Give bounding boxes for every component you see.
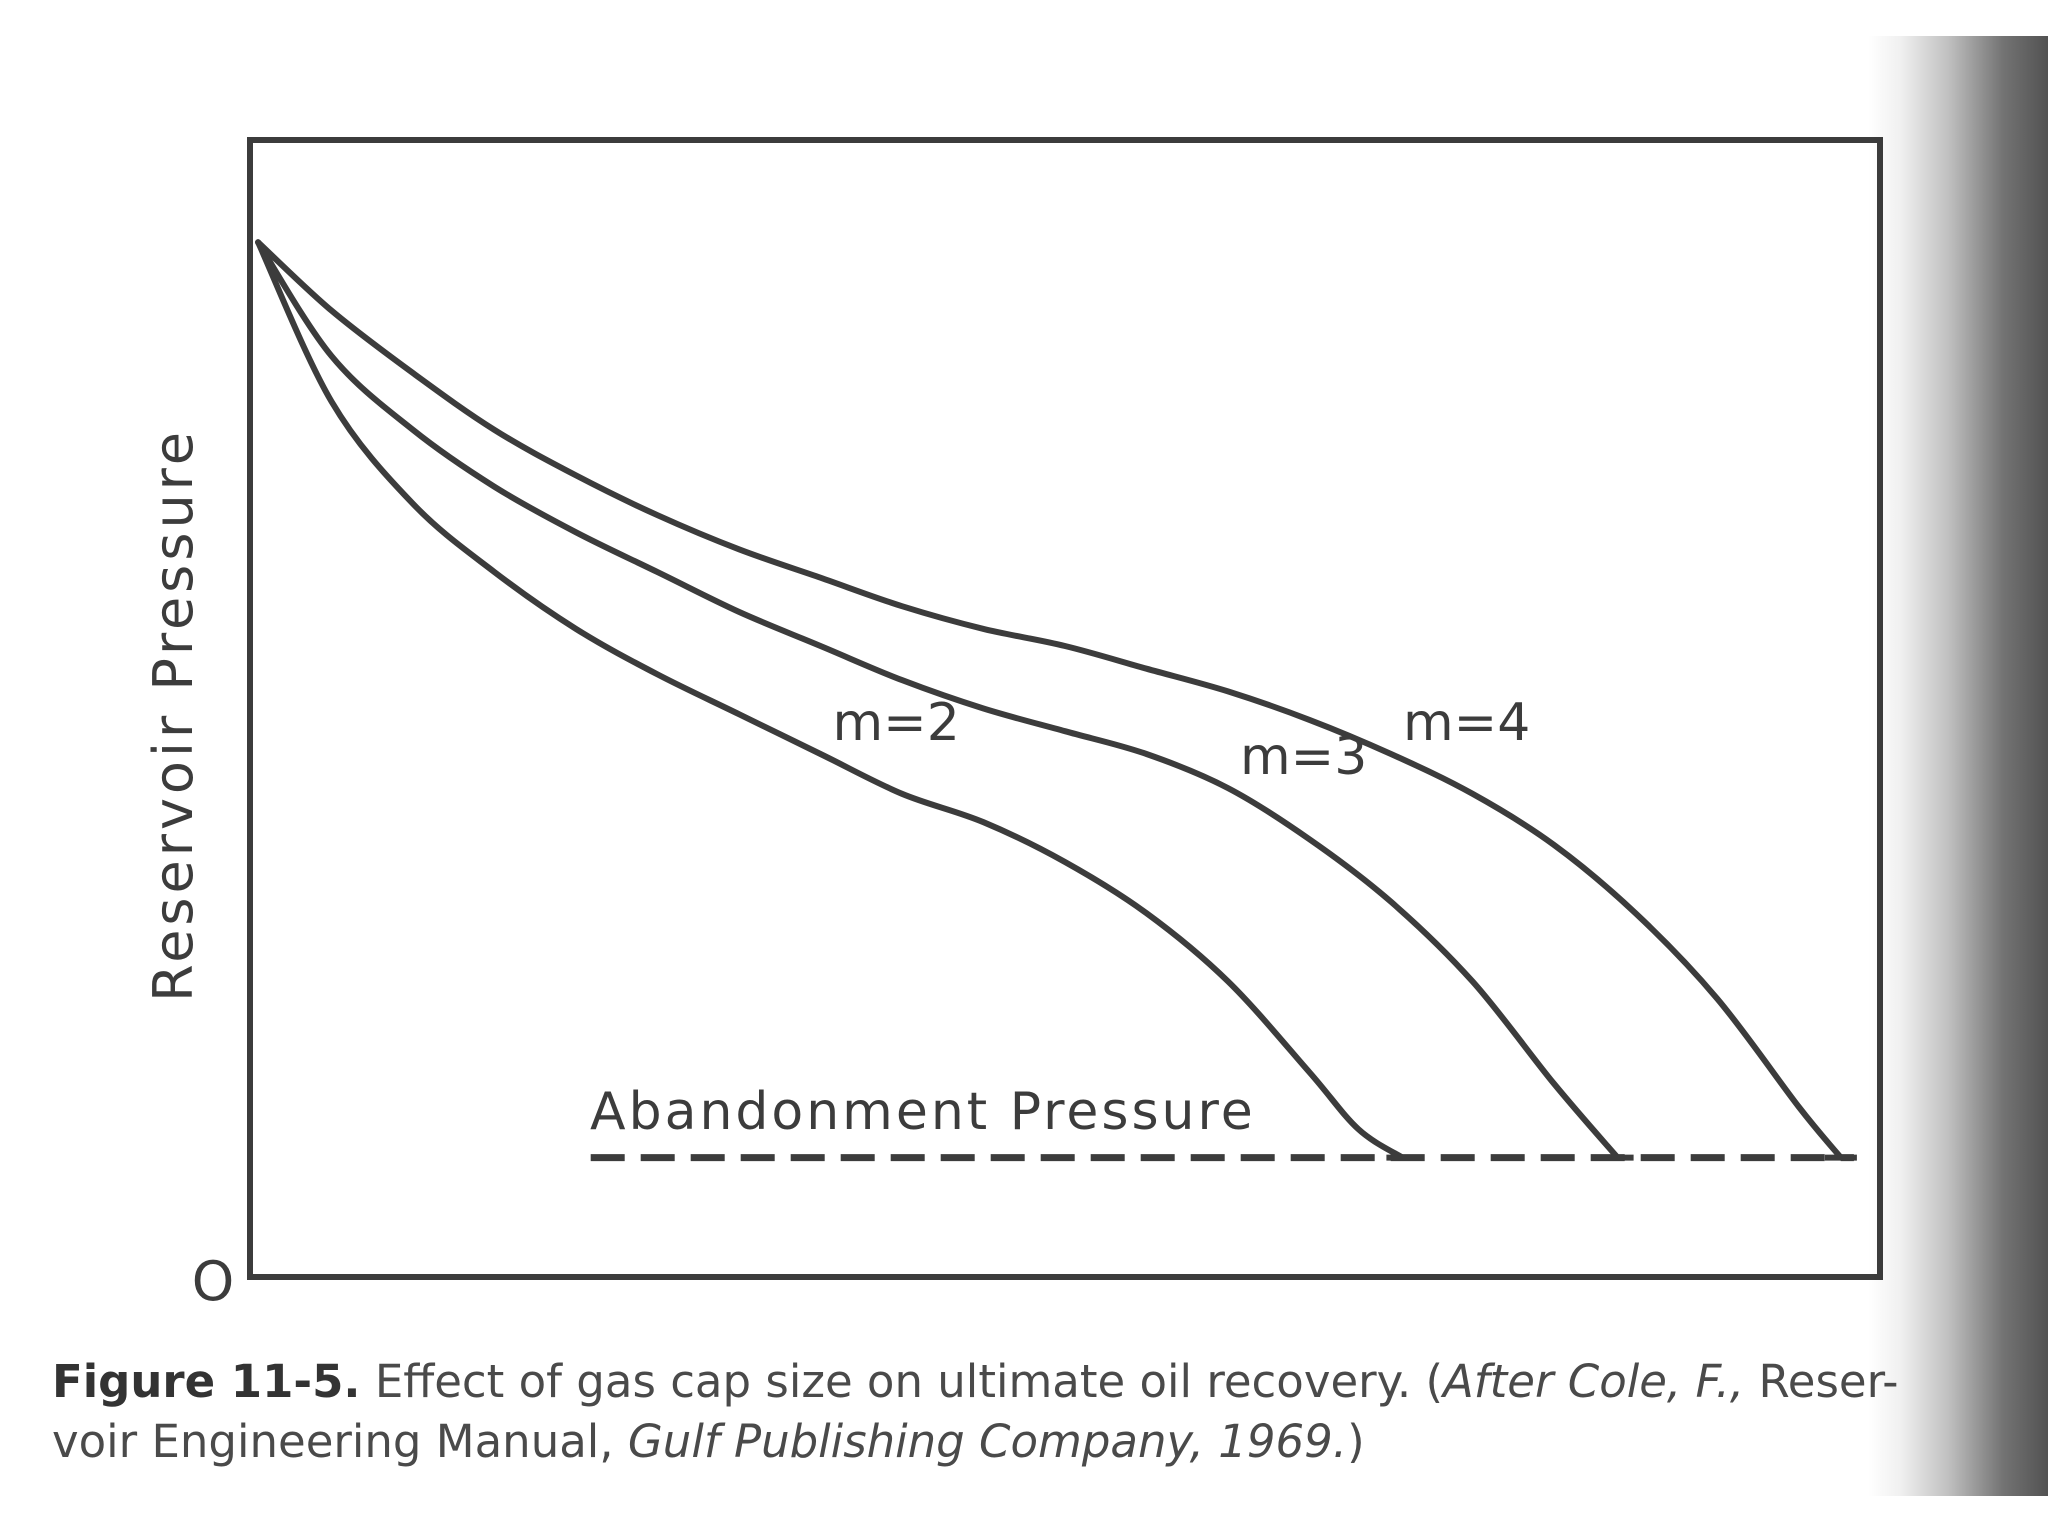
y-axis-label: Reservoir Pressure xyxy=(142,428,205,1002)
figure-caption: Figure 11-5. Effect of gas cap size on u… xyxy=(52,1352,1972,1472)
series-label-m-3: m=3 xyxy=(1240,727,1367,787)
series-label-m-4: m=4 xyxy=(1403,693,1530,753)
caption-text-4: ) xyxy=(1347,1415,1365,1468)
caption-citation-publisher: Gulf Publishing Company, 1969. xyxy=(627,1415,1348,1468)
series-label-layer: m=2 m=3 m=4 xyxy=(833,693,1531,787)
abandonment-pressure-label: Abandonment Pressure xyxy=(590,1082,1256,1142)
series-line-m-2 xyxy=(255,239,1406,1161)
series-line-m-3 xyxy=(255,239,1621,1161)
caption-text-3: voir Engineering Manual, xyxy=(52,1415,614,1468)
origin-label: O xyxy=(192,1250,235,1313)
series-line-m-4 xyxy=(255,239,1844,1161)
caption-citation-author: After Cole, F., xyxy=(1443,1355,1745,1408)
caption-text-2: Reser- xyxy=(1758,1355,1899,1408)
caption-figure-label: Figure 11-5. xyxy=(52,1355,361,1408)
page-edge-shadow xyxy=(1868,36,2048,1496)
series-label-m-2: m=2 xyxy=(833,693,960,753)
series-layer xyxy=(255,239,1857,1161)
caption-text: Effect of gas cap size on ultimate oil r… xyxy=(374,1355,1444,1408)
